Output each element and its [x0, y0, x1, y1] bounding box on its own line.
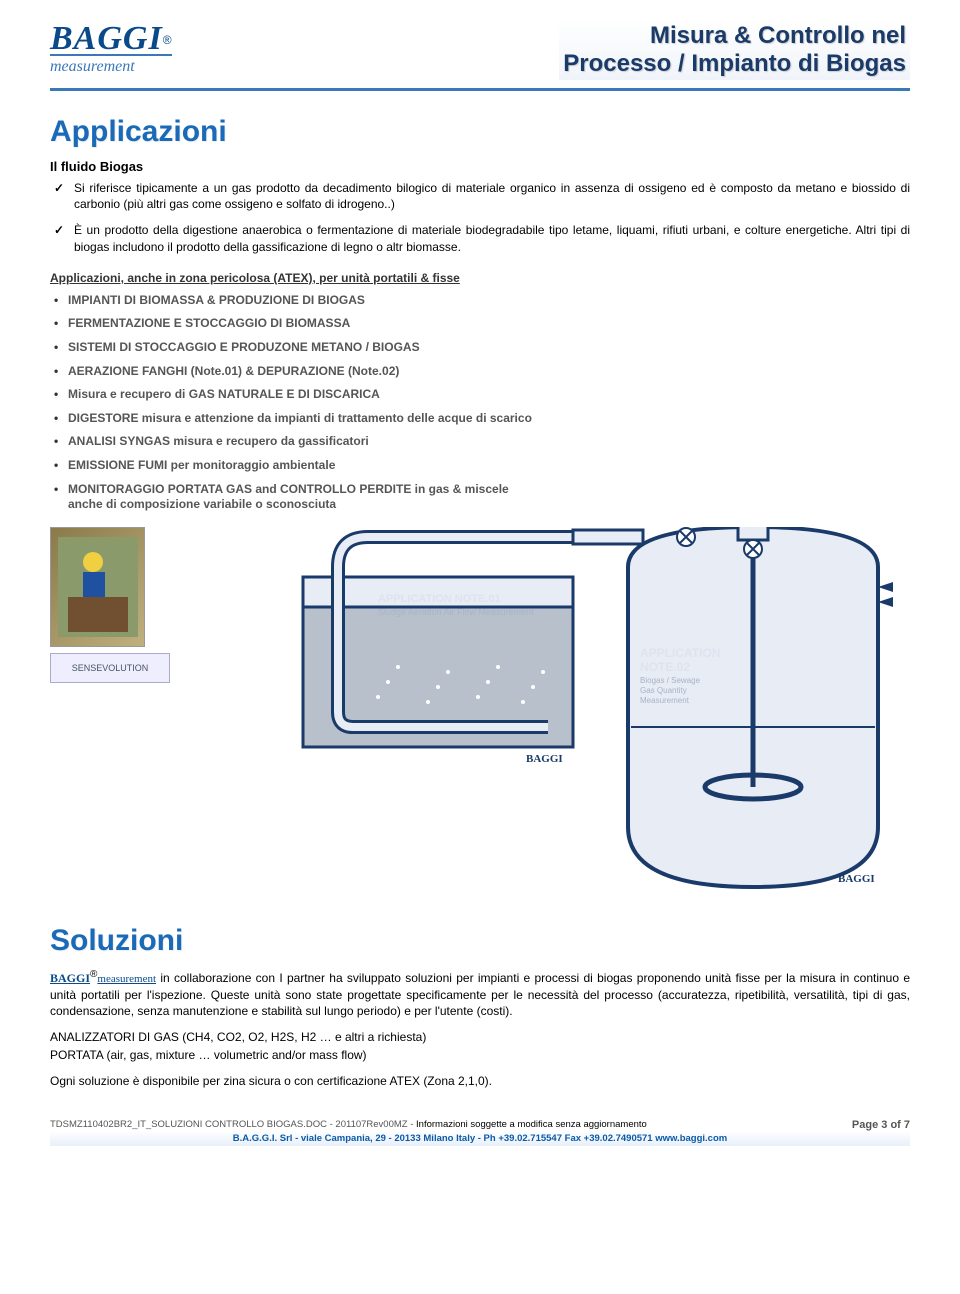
- logo: BAGGI®: [50, 20, 172, 58]
- svg-text:BAGGI: BAGGI: [526, 753, 563, 765]
- bullet-item: SISTEMI DI STOCCAGGIO E PRODUZONE METANO…: [50, 340, 910, 356]
- logo-reg: ®: [163, 33, 172, 47]
- svg-text:BAGGI: BAGGI: [838, 873, 875, 885]
- biogas-diagram: APPLICATION NOTE.01 Sludge Aeration Air …: [298, 527, 910, 900]
- subtitle-fluido-biogas: Il fluido Biogas: [50, 159, 910, 174]
- page-footer: TDSMZ110402BR2_IT_SOLUZIONI CONTROLLO BI…: [50, 1119, 910, 1146]
- bullet-item: EMISSIONE FUMI per monitoraggio ambienta…: [50, 458, 910, 474]
- logo-block: BAGGI® measurement: [50, 20, 172, 76]
- footer-line1: TDSMZ110402BR2_IT_SOLUZIONI CONTROLLO BI…: [50, 1119, 910, 1130]
- bullet-item: MONITORAGGIO PORTATA GAS and CONTROLLO P…: [50, 482, 520, 513]
- diagram-left: SENSEVOLUTION: [50, 527, 280, 683]
- header-title-line1: Misura & Controllo nel: [563, 22, 906, 50]
- footer-docref: TDSMZ110402BR2_IT_SOLUZIONI CONTROLLO BI…: [50, 1119, 416, 1130]
- soluzioni-para1: BAGGI®measurement in collaborazione con …: [50, 968, 910, 1019]
- sensor-sticker: SENSEVOLUTION: [50, 653, 170, 683]
- analyzers-line: ANALIZZATORI DI GAS (CH4, CO2, O2, H2S, …: [50, 1029, 910, 1045]
- check-item: Si riferisce tipicamente a un gas prodot…: [50, 180, 910, 212]
- bullet-item: ANALISI SYNGAS misura e recupero da gass…: [50, 434, 910, 450]
- bullet-list: IMPIANTI DI BIOMASSA & PRODUZIONE DI BIO…: [50, 293, 910, 513]
- brand-inline: BAGGI: [50, 971, 90, 985]
- svg-text:Measurement: Measurement: [640, 696, 690, 705]
- page-header: BAGGI® measurement Misura & Controllo ne…: [50, 20, 910, 91]
- apps-title: Applicazioni, anche in zona pericolosa (…: [50, 271, 910, 285]
- section-heading-applicazioni: Applicazioni: [50, 115, 910, 149]
- diagram-row: SENSEVOLUTION: [50, 527, 910, 900]
- logo-text: BAGGI: [50, 20, 163, 57]
- bullet-item: DIGESTORE misura e attenzione da impiant…: [50, 411, 910, 427]
- note01-sub: Sludge Aeration Air Flow Measurement: [378, 607, 534, 617]
- note01-title: APPLICATION NOTE.01: [378, 593, 501, 605]
- footer-address: B.A.G.G.I. Srl - viale Campania, 29 - 20…: [50, 1131, 910, 1146]
- bullet-item: IMPIANTI DI BIOMASSA & PRODUZIONE DI BIO…: [50, 293, 910, 309]
- portata-line: PORTATA (air, gas, mixture … volumetric …: [50, 1047, 910, 1063]
- header-title-line2: Processo / Impianto di Biogas: [563, 50, 906, 78]
- section-heading-soluzioni: Soluzioni: [50, 924, 910, 958]
- footer-docnote: Informazioni soggette a modifica senza a…: [416, 1119, 647, 1130]
- sensor-label: SENSEVOLUTION: [72, 663, 149, 673]
- para1-rest: in collaborazione con I partner ha svilu…: [50, 971, 910, 1018]
- svg-text:Biogas / Sewage: Biogas / Sewage: [640, 676, 701, 685]
- check-list: Si riferisce tipicamente a un gas prodot…: [50, 180, 910, 255]
- svg-text:NOTE.02: NOTE.02: [640, 660, 690, 674]
- brand-sub: measurement: [97, 973, 156, 985]
- note02-title: APPLICATION: [640, 646, 720, 660]
- header-title: Misura & Controllo nel Processo / Impian…: [559, 20, 910, 80]
- check-item: È un prodotto della digestione anaerobic…: [50, 222, 910, 254]
- logo-subtitle: measurement: [50, 54, 172, 76]
- footer-page: Page 3 of 7: [852, 1119, 910, 1131]
- atex-line: Ogni soluzione è disponibile per zina si…: [50, 1073, 910, 1089]
- bullet-item: Misura e recupero di GAS NATURALE E DI D…: [50, 387, 910, 403]
- svg-text:Gas Quantity: Gas Quantity: [640, 686, 687, 695]
- bullet-item: FERMENTAZIONE E STOCCAGGIO DI BIOMASSA: [50, 316, 910, 332]
- bullet-item: AERAZIONE FANGHI (Note.01) & DEPURAZIONE…: [50, 364, 910, 380]
- worker-image-placeholder: [50, 527, 145, 647]
